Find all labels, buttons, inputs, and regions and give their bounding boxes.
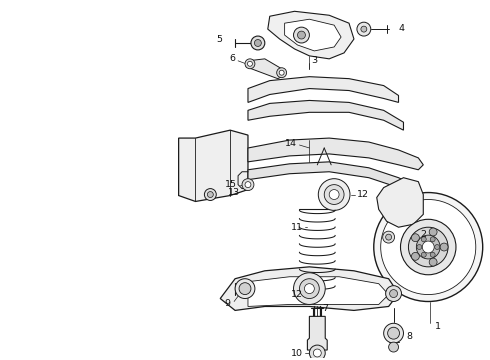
- Polygon shape: [248, 77, 398, 102]
- Circle shape: [435, 244, 440, 249]
- Circle shape: [235, 279, 255, 298]
- Circle shape: [381, 199, 476, 294]
- Circle shape: [421, 237, 426, 242]
- Polygon shape: [377, 178, 423, 227]
- Circle shape: [412, 234, 419, 242]
- Polygon shape: [248, 162, 418, 194]
- Circle shape: [429, 228, 437, 236]
- Circle shape: [313, 349, 321, 357]
- Circle shape: [430, 252, 435, 257]
- Circle shape: [429, 258, 437, 266]
- Polygon shape: [248, 100, 403, 130]
- Circle shape: [254, 40, 261, 46]
- Text: 8: 8: [406, 332, 413, 341]
- Circle shape: [318, 179, 350, 210]
- Circle shape: [389, 342, 398, 352]
- Polygon shape: [307, 316, 327, 350]
- Circle shape: [304, 284, 314, 294]
- Circle shape: [409, 227, 448, 267]
- Text: 11: 11: [291, 223, 302, 232]
- Text: 15: 15: [225, 180, 237, 189]
- Circle shape: [421, 252, 426, 257]
- Circle shape: [417, 244, 422, 249]
- Circle shape: [277, 68, 287, 78]
- Circle shape: [388, 327, 399, 339]
- Circle shape: [324, 185, 344, 204]
- Circle shape: [299, 279, 319, 298]
- Text: 13: 13: [228, 188, 240, 197]
- Circle shape: [294, 27, 309, 43]
- Text: 3: 3: [311, 56, 318, 65]
- Text: 4: 4: [398, 24, 405, 33]
- Circle shape: [383, 231, 394, 243]
- Circle shape: [386, 234, 392, 240]
- Circle shape: [386, 285, 401, 302]
- Circle shape: [412, 252, 419, 260]
- Circle shape: [440, 243, 448, 251]
- Polygon shape: [285, 19, 341, 51]
- Circle shape: [239, 283, 251, 294]
- Text: 12: 12: [357, 190, 369, 199]
- Circle shape: [309, 345, 325, 360]
- Text: 2: 2: [420, 230, 426, 239]
- Text: 12: 12: [291, 290, 302, 299]
- Text: 5: 5: [216, 35, 222, 44]
- Polygon shape: [246, 59, 285, 78]
- Circle shape: [207, 192, 213, 198]
- Text: 6: 6: [229, 54, 235, 63]
- Polygon shape: [248, 138, 423, 170]
- Circle shape: [245, 182, 251, 188]
- Circle shape: [204, 189, 216, 201]
- Circle shape: [422, 241, 434, 253]
- Polygon shape: [220, 267, 398, 310]
- Circle shape: [374, 193, 483, 302]
- Circle shape: [245, 59, 255, 69]
- Circle shape: [279, 70, 284, 75]
- Circle shape: [400, 219, 456, 275]
- Circle shape: [242, 179, 254, 190]
- Circle shape: [416, 235, 440, 259]
- Text: 1: 1: [435, 322, 441, 331]
- Circle shape: [357, 22, 371, 36]
- Circle shape: [294, 273, 325, 305]
- Text: 10: 10: [291, 348, 302, 357]
- Circle shape: [384, 323, 403, 343]
- Text: 7: 7: [322, 304, 328, 313]
- Polygon shape: [179, 130, 248, 202]
- Text: 9: 9: [224, 299, 230, 308]
- Text: 14: 14: [285, 139, 296, 148]
- Circle shape: [430, 237, 435, 242]
- Circle shape: [361, 26, 367, 32]
- Circle shape: [251, 36, 265, 50]
- Circle shape: [247, 61, 252, 66]
- Circle shape: [297, 31, 305, 39]
- Circle shape: [390, 289, 397, 298]
- Polygon shape: [248, 277, 389, 306]
- Polygon shape: [268, 11, 354, 59]
- Circle shape: [329, 190, 339, 199]
